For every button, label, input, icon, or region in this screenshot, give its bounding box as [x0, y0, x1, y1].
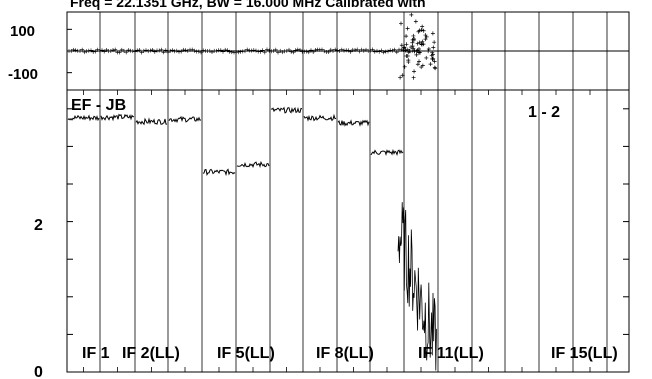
amp-series-if10 [370, 148, 404, 157]
phase-scatter [398, 12, 438, 80]
plot-title: Freq = 22.1351 GHz, BW = 16.000 MHz Cali… [70, 0, 426, 10]
if-label: IF 15(LL) [551, 345, 618, 362]
amp-series-if2 [100, 113, 135, 122]
phase-ytick-100: 100 [10, 23, 35, 40]
if-label: IF 11(LL) [418, 345, 484, 362]
if-label: IF 2(LL) [122, 345, 180, 362]
amp-series-if9 [337, 119, 370, 127]
amp-ytick-0: 0 [34, 364, 43, 379]
amp-series-if7 [270, 106, 303, 114]
amp-series-if8 [303, 113, 337, 122]
amp-series-if6 [236, 160, 270, 169]
amplitude-grid [67, 90, 629, 372]
amplitude-data [67, 106, 437, 371]
panel-label: 1 - 2 [528, 104, 560, 121]
phase-ytick-neg100: -100 [8, 66, 38, 83]
if-labels: IF 1 IF 2(LL) IF 5(LL) IF 8(LL) IF 11(LL) IF … [82, 345, 618, 362]
amp-series-if1 [67, 114, 100, 122]
amp-series-if4 [168, 115, 202, 124]
phase-points [67, 47, 421, 55]
amp-ytick-2: 2 [34, 217, 43, 234]
if-label: IF 5(LL) [217, 345, 275, 362]
phase-data [67, 12, 629, 80]
amplitude-panel: 2 0 EF - JB 1 - 2 IF 1 IF 2(LL) IF 5(LL) IF… [34, 89, 630, 379]
if-label: IF 1 [82, 345, 110, 362]
amp-series-if3 [135, 117, 167, 126]
baseline-label: EF - JB [71, 97, 126, 114]
amplitude-frame [66, 89, 630, 373]
amp-series-if11 [397, 202, 437, 371]
phase-panel: 100 -100 [8, 11, 630, 91]
if-label: IF 8(LL) [316, 345, 374, 362]
amp-series-if5 [202, 168, 236, 177]
